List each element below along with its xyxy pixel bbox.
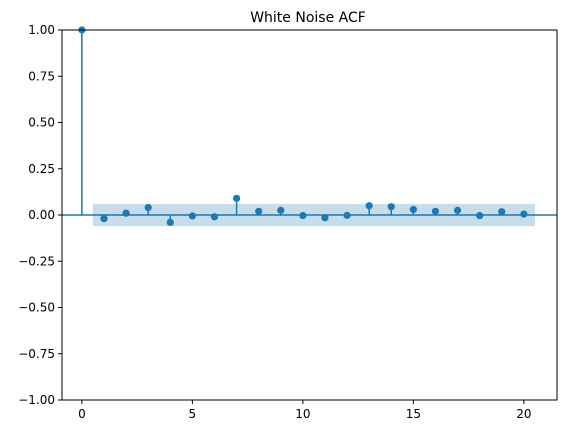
acf-point-lag-6 [210, 213, 219, 221]
y-tick-label: −1.00 [18, 393, 55, 407]
acf-point-lag-20 [520, 210, 528, 218]
acf-point-lag-3 [144, 204, 152, 212]
y-tick-label: 0.75 [28, 69, 55, 83]
x-tick-label: 10 [295, 407, 310, 421]
acf-point-lag-8 [255, 207, 263, 215]
y-tick-label: −0.75 [18, 347, 55, 361]
acf-point-lag-16 [431, 207, 440, 215]
acf-point-lag-10 [299, 211, 307, 220]
acf-point-lag-12 [343, 211, 351, 219]
x-tick-label: 20 [516, 407, 531, 421]
acf-point-lag-1 [100, 215, 108, 223]
acf-point-lag-4 [166, 218, 174, 226]
acf-point-lag-2 [122, 209, 130, 217]
acf-point-lag-14 [387, 203, 395, 211]
y-tick-label: 0.00 [28, 208, 55, 222]
y-tick-label: −0.25 [18, 254, 55, 268]
acf-point-lag-18 [476, 211, 484, 220]
y-tick-label: 0.50 [28, 116, 55, 130]
y-tick-label: −0.50 [18, 301, 55, 315]
acf-point-lag-9 [277, 206, 285, 214]
plot-area: 1.00 0.75 0.50 0.25 0.00 −0.25 −0.50 −0.75 −1.00… [18, 23, 558, 421]
acf-point-lag-17 [453, 206, 462, 214]
acf-point-lag-19 [498, 208, 506, 216]
chart-title: White Noise ACF [250, 10, 366, 26]
acf-point-lag-15 [409, 205, 417, 214]
acf-point-lag-13 [365, 202, 373, 210]
acf-point-lag-11 [321, 214, 329, 222]
x-tick-label: 0 [78, 407, 86, 421]
y-tick-label: 1.00 [28, 23, 55, 37]
acf-point-lag-5 [188, 212, 196, 220]
x-tick-label: 5 [189, 407, 197, 421]
x-tick-label: 15 [406, 407, 421, 421]
y-tick-label: 0.25 [28, 162, 55, 176]
acf-point-lag-7 [232, 194, 241, 202]
